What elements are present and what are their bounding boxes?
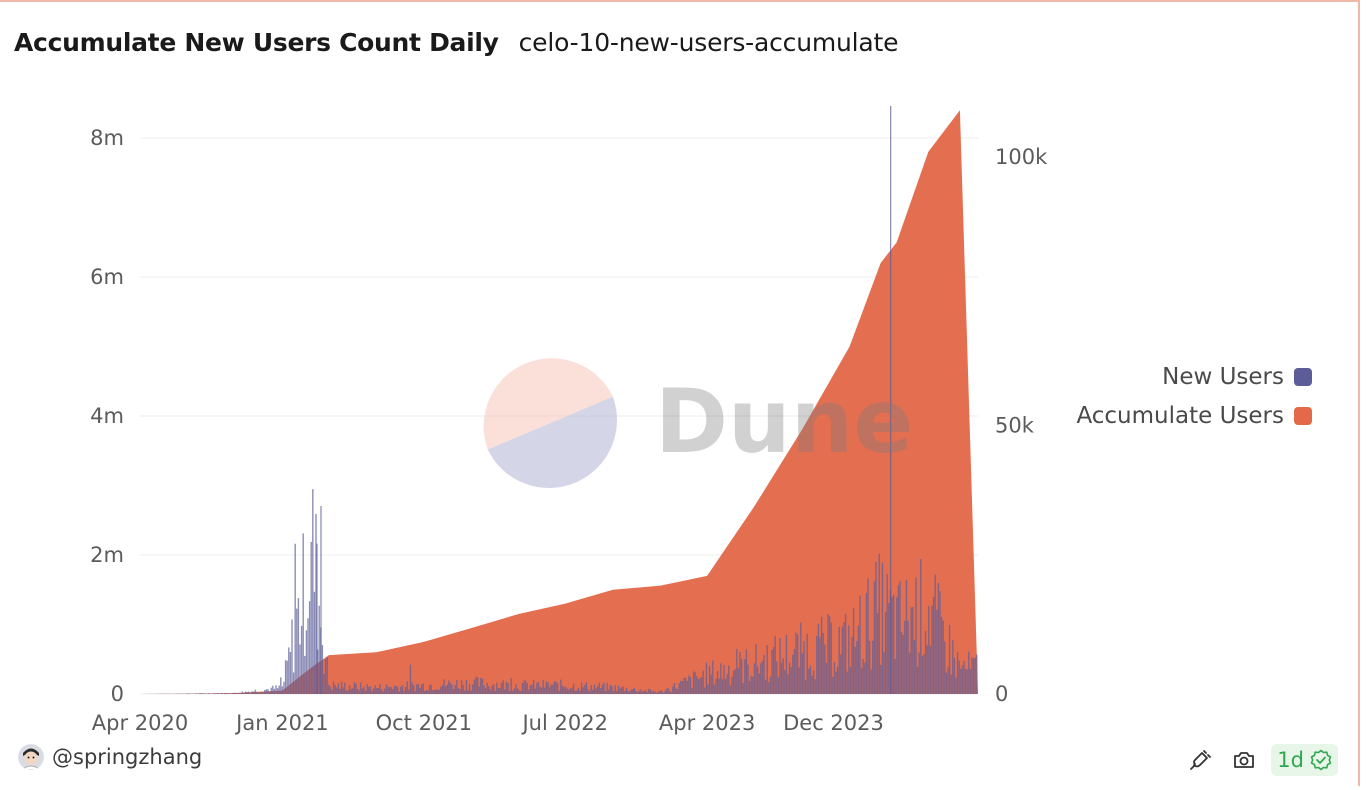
x-tick-label: Jul 2022 — [520, 711, 607, 735]
y-left-tick-label: 4m — [90, 404, 124, 428]
y-left-tick-label: 2m — [90, 543, 124, 567]
legend-swatch-accumulate-users — [1294, 406, 1312, 425]
check-badge-icon — [1310, 749, 1332, 771]
user-avatar-icon[interactable] — [18, 744, 44, 770]
chart-title: Accumulate New Users Count Daily — [14, 28, 499, 57]
legend-label-new-users: New Users — [1162, 363, 1284, 390]
camera-icon[interactable] — [1231, 747, 1257, 773]
x-tick-label: Apr 2020 — [92, 711, 188, 735]
x-tick-label: Dec 2023 — [783, 711, 884, 735]
y-right-tick-label: 100k — [995, 145, 1048, 169]
chart-subtitle: celo-10-new-users-accumulate — [518, 28, 899, 57]
dune-watermark-text: Dune — [655, 370, 913, 473]
chart-actions: 1d — [1169, 744, 1338, 776]
legend-swatch-new-users — [1294, 367, 1312, 386]
y-left-tick-label: 0 — [111, 682, 124, 706]
series-new-users-bars — [145, 106, 978, 694]
author-name[interactable]: @springzhang — [52, 745, 203, 769]
chart-legend: New Users Accumulate Users — [1076, 357, 1312, 435]
y-left-tick-label: 6m — [90, 265, 124, 289]
chart-header: Accumulate New Users Count Daily celo-10… — [14, 28, 898, 57]
y-right-tick-label: 0 — [995, 682, 1008, 706]
y-right-tick-label: 50k — [995, 414, 1035, 438]
embed-icon[interactable] — [1187, 747, 1213, 773]
author-info: @springzhang — [18, 744, 202, 770]
legend-item-new-users[interactable]: New Users — [1076, 357, 1312, 396]
freshness-label: 1d — [1277, 748, 1304, 772]
legend-label-accumulate-users: Accumulate Users — [1076, 402, 1284, 429]
freshness-badge[interactable]: 1d — [1271, 744, 1338, 776]
x-tick-label: Oct 2021 — [376, 711, 472, 735]
x-tick-label: Apr 2023 — [659, 711, 755, 735]
x-tick-label: Jan 2021 — [234, 711, 329, 735]
legend-item-accumulate-users[interactable]: Accumulate Users — [1076, 396, 1312, 435]
series-accumulate-users-area — [140, 110, 978, 694]
dune-logo — [483, 358, 618, 489]
y-left-tick-label: 8m — [90, 126, 124, 150]
